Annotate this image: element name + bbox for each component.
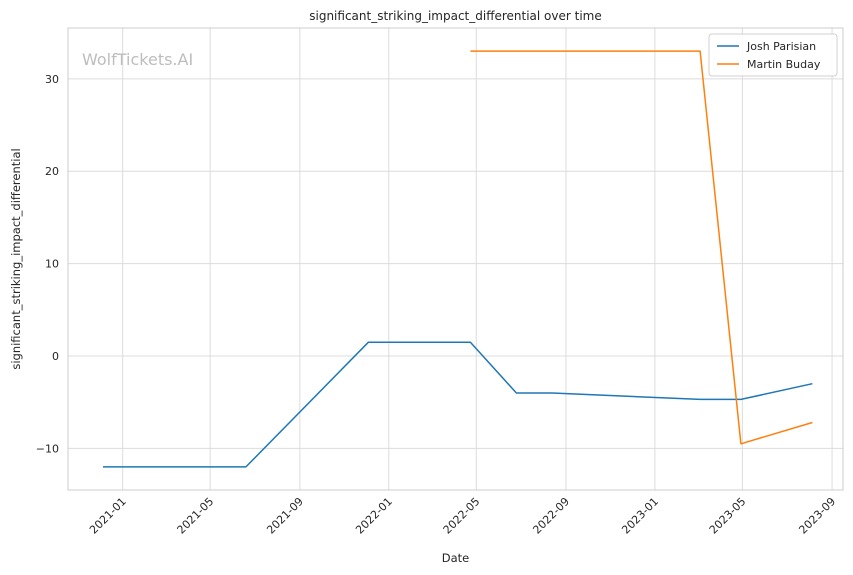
- legend: Josh Parisian Martin Buday: [708, 33, 838, 77]
- y-tick-label: 30: [45, 73, 59, 86]
- legend-box: [708, 33, 838, 77]
- legend-label-0: Josh Parisian: [746, 40, 816, 53]
- series-layer: [103, 50, 813, 468]
- y-tick-label: 0: [52, 350, 59, 363]
- series-line-0: [103, 341, 813, 468]
- y-tick-label: 20: [45, 165, 59, 178]
- y-axis-ticks: −10 0 10 20 30: [36, 73, 59, 456]
- legend-label-1: Martin Buday: [747, 58, 821, 71]
- watermark: WolfTickets.AI: [82, 50, 193, 69]
- grid: [68, 28, 843, 490]
- chart-title: significant_striking_impact_differential…: [309, 9, 601, 23]
- x-axis-title: Date: [442, 551, 470, 565]
- y-tick-label: 10: [45, 258, 59, 271]
- y-tick-label: −10: [36, 442, 59, 455]
- plot-frame: [67, 27, 844, 491]
- y-axis-title: significant_striking_impact_differential: [9, 148, 23, 369]
- series-line-1: [470, 50, 813, 445]
